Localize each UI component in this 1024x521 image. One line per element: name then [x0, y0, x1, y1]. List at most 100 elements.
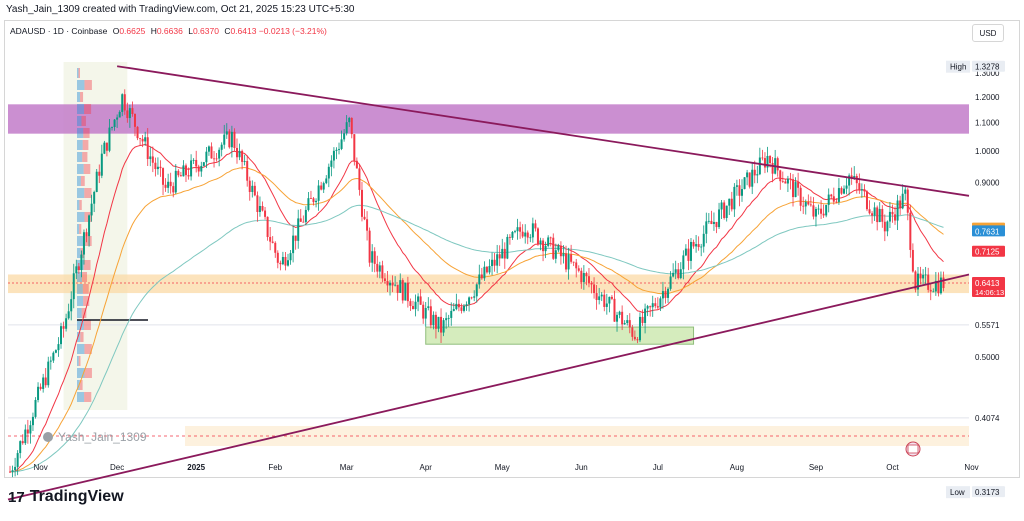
candle-body	[34, 399, 37, 417]
candle-body	[238, 150, 241, 158]
candle-body	[649, 306, 652, 308]
volume-profile-bar	[77, 224, 80, 234]
candle-body	[284, 256, 287, 266]
candle-body	[462, 305, 465, 311]
candle-body	[608, 296, 611, 304]
candle-body	[807, 201, 810, 205]
candle-body	[600, 294, 603, 297]
candle-body	[853, 176, 856, 178]
candle-body	[863, 189, 866, 192]
candle-body	[457, 303, 460, 308]
candle-body	[679, 269, 682, 279]
candle-body	[498, 254, 501, 259]
candle-body	[343, 133, 346, 140]
candle-body	[445, 318, 448, 321]
candle-body	[534, 223, 537, 229]
time-tick-label: Nov	[33, 463, 47, 472]
candle-body	[65, 318, 68, 329]
candle-body	[368, 230, 371, 263]
candle-body	[939, 277, 942, 294]
candle-body	[603, 294, 606, 307]
candle-body	[401, 280, 404, 301]
volume-profile-bar	[77, 284, 83, 294]
candle-body	[761, 157, 764, 159]
volume-profile-bar	[77, 320, 84, 330]
candle-body	[758, 157, 761, 175]
candle-body	[376, 263, 379, 272]
candle-body	[174, 170, 177, 193]
candle-body	[598, 296, 601, 300]
candle-body	[327, 166, 330, 179]
resistance-zone	[8, 104, 969, 134]
candle-body	[531, 223, 534, 238]
candle-body	[669, 276, 672, 289]
candle-body	[572, 261, 575, 263]
volume-profile-bar	[77, 356, 79, 366]
high-value: 0.6636	[156, 26, 183, 36]
heart-icon	[43, 432, 53, 442]
candle-body	[57, 344, 60, 351]
tradingview-footer: 17 TradingView	[8, 488, 124, 506]
candle-body	[695, 244, 698, 247]
low-band	[185, 426, 969, 446]
price-tick-label: 0.5000	[975, 353, 1000, 362]
candle-body	[21, 441, 24, 444]
candle-body	[733, 186, 736, 210]
candle-body	[274, 242, 277, 253]
candle-body	[707, 220, 710, 222]
candle-body	[373, 251, 376, 264]
candle-body	[792, 179, 795, 198]
candle-body	[590, 282, 593, 285]
candle-body	[562, 253, 565, 257]
volume-profile-bar	[77, 344, 85, 354]
volume-profile-bar	[77, 188, 85, 198]
candle-body	[366, 219, 369, 231]
volume-profile-bar	[79, 380, 83, 390]
candle-body	[103, 142, 106, 154]
volume-profile-bar	[77, 380, 80, 390]
candle-body	[618, 311, 621, 315]
volume-profile-bar	[77, 368, 85, 378]
candle-body	[906, 189, 909, 213]
candle-body	[309, 198, 312, 199]
candle-body	[682, 255, 685, 270]
candle-body	[213, 158, 216, 160]
candle-body	[16, 453, 19, 467]
candle-body	[386, 280, 389, 286]
candle-body	[424, 307, 427, 319]
high-label-bg	[972, 60, 1005, 72]
candle-body	[460, 307, 463, 311]
candle-body	[848, 175, 851, 186]
event-flag-icon[interactable]	[907, 444, 919, 454]
candle-body	[738, 185, 741, 196]
candle-body	[830, 194, 833, 197]
candle-body	[394, 284, 397, 286]
candle-body	[167, 181, 170, 188]
candle-body	[144, 137, 147, 142]
candle-body	[835, 201, 838, 203]
candle-body	[60, 326, 63, 345]
currency-button[interactable]: USD	[972, 24, 1004, 42]
candle-body	[187, 175, 190, 177]
last-label-text: 0.6413	[975, 279, 1000, 288]
volume-profile-bar	[84, 368, 92, 378]
ema-slow-line	[10, 204, 944, 473]
candle-body	[215, 158, 218, 160]
candle-body	[511, 231, 514, 238]
candle-body	[95, 171, 98, 192]
candle-body	[473, 296, 476, 298]
candle-body	[491, 259, 494, 267]
price-tick-label: 1.3000	[975, 69, 1000, 78]
candle-body	[248, 180, 251, 192]
candle-body	[325, 178, 328, 184]
candle-body	[396, 284, 399, 293]
price-tick-label: 1.0000	[975, 147, 1000, 156]
candle-body	[330, 160, 333, 167]
candle-body	[746, 172, 749, 178]
candle-body	[195, 159, 198, 167]
candle-body	[246, 161, 249, 181]
candle-body	[389, 282, 392, 286]
volume-profile-bar	[77, 296, 84, 306]
time-tick-label: Aug	[730, 463, 744, 472]
